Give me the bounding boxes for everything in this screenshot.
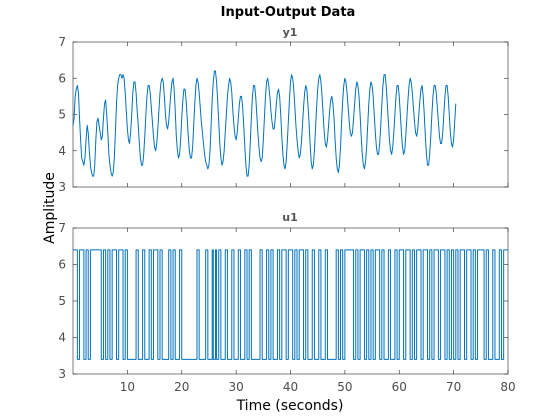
x-axis-label: Time (seconds)	[236, 398, 344, 414]
y-tick-label: 6	[58, 71, 66, 85]
x-tick-label: 80	[500, 380, 515, 394]
y-tick-label: 6	[58, 258, 66, 272]
y-tick-label: 4	[58, 331, 66, 345]
y-tick-label: 5	[58, 108, 66, 122]
x-tick-label: 20	[174, 380, 189, 394]
panel-y1-axes	[72, 41, 509, 188]
y-tick-label: 3	[58, 367, 66, 381]
panel-y1-subtitle: y1	[283, 26, 298, 39]
x-tick-label: 30	[228, 380, 243, 394]
y-axis-label: Amplitude	[42, 172, 58, 244]
panel-u1-subtitle: u1	[282, 211, 298, 224]
panel-u1-axes	[72, 227, 509, 375]
panel-u1-ticks: 3 4 5 6 7 10 20 30 40 50 60 70 80	[58, 221, 515, 394]
y-tick-label: 5	[58, 294, 66, 308]
x-tick-label: 70	[446, 380, 461, 394]
series-line-u1	[73, 249, 508, 360]
y-tick-label: 7	[58, 221, 66, 235]
x-tick-label: 40	[283, 380, 298, 394]
x-tick-label: 50	[337, 380, 352, 394]
y-tick-label: 7	[58, 35, 66, 49]
series-line-y1	[72, 70, 457, 177]
chart-title: Input-Output Data	[221, 5, 356, 20]
panel-y1-ticks: 3 4 5 6 7	[58, 35, 509, 194]
x-tick-label: 10	[120, 380, 135, 394]
y-tick-label: 3	[58, 180, 66, 194]
x-tick-label: 60	[392, 380, 407, 394]
y-tick-label: 4	[58, 144, 66, 158]
